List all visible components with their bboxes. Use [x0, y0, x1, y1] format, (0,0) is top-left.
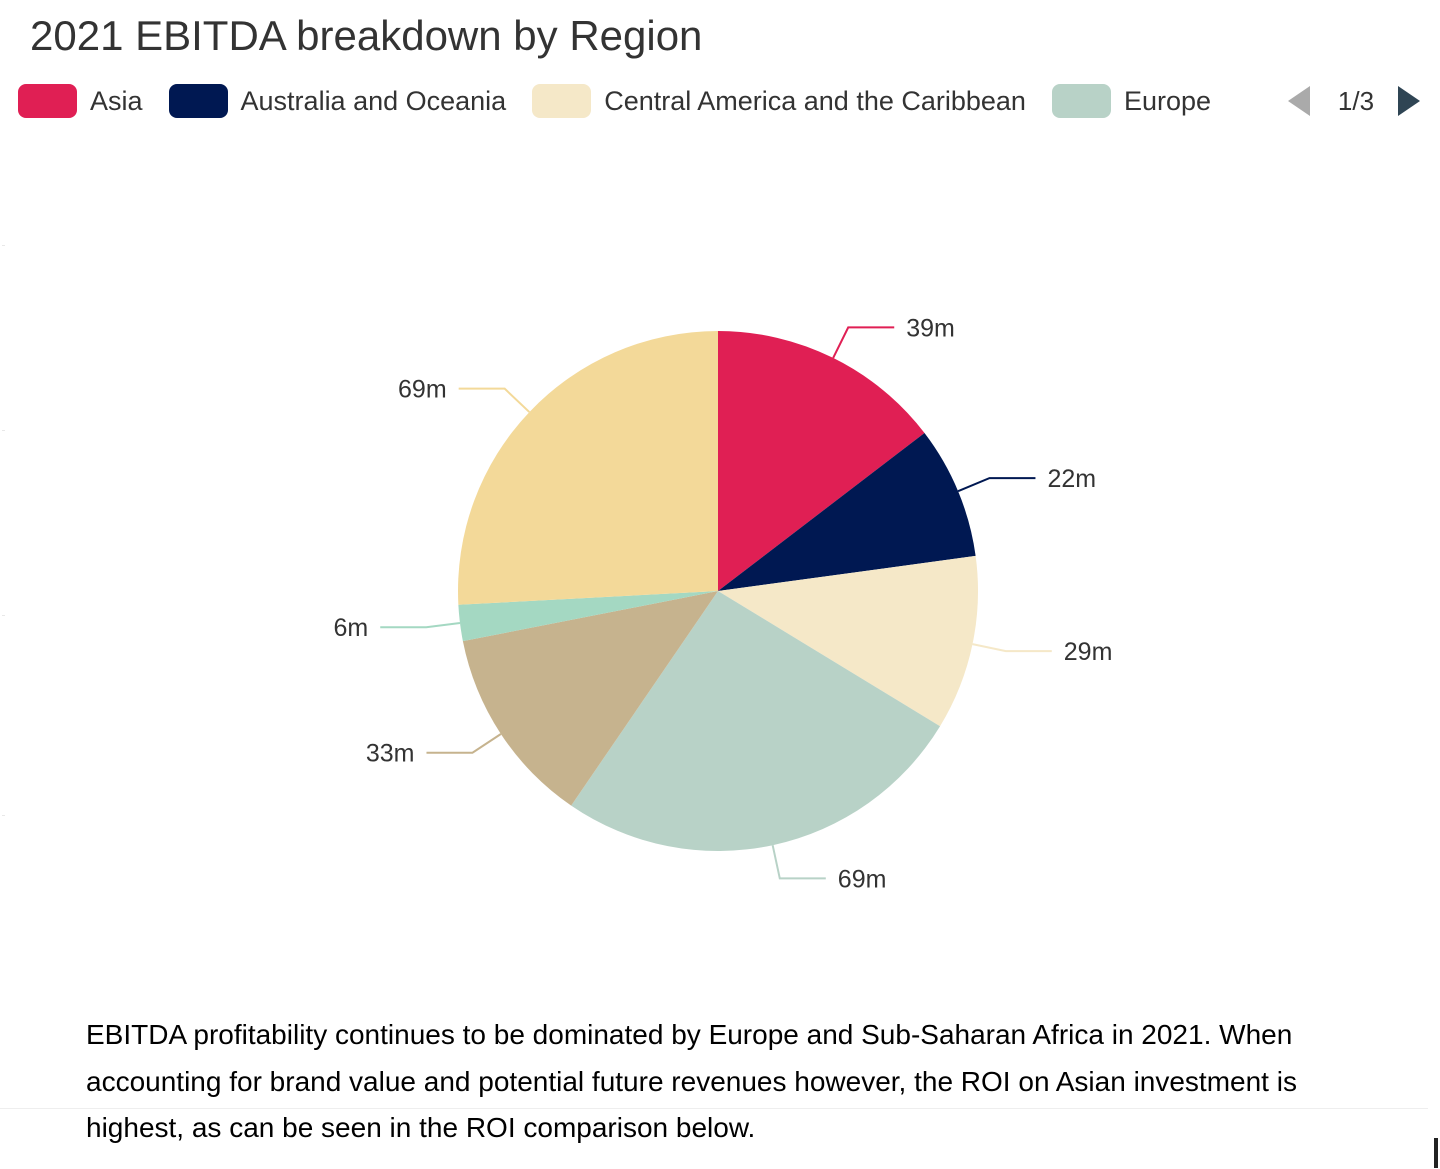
legend-label: Central America and the Caribbean: [604, 85, 1026, 116]
slice-value-label: 39m: [906, 314, 955, 342]
slice-value-label: 69m: [398, 376, 447, 404]
label-leader-line: [972, 643, 1052, 653]
slice-value-label: 33m: [366, 740, 415, 768]
pie-slice[interactable]: [718, 331, 925, 591]
edge-tick: [2, 615, 5, 616]
edge-tick: [2, 245, 5, 246]
label-leader-line: [957, 477, 1036, 493]
legend-label: Europe: [1123, 85, 1212, 116]
legend-prev-button[interactable]: [1284, 84, 1318, 118]
pie-slice[interactable]: [458, 331, 718, 605]
legend-label: Australia and Oceania: [240, 85, 507, 116]
pie-slice[interactable]: [718, 433, 976, 591]
legend-label: Asia: [90, 85, 143, 116]
legend-pager: 1/3: [1284, 82, 1424, 120]
legend-swatch: [1051, 84, 1111, 118]
slice-value-label: 22m: [1047, 465, 1096, 493]
chart-title: 2021 EBITDA breakdown by Region: [30, 12, 703, 59]
legend-item-europe[interactable]: Europe: [1051, 84, 1212, 118]
legend-item-asia[interactable]: Asia: [18, 84, 143, 118]
pie-slice[interactable]: [458, 591, 718, 642]
slice-value-label: 29m: [1064, 638, 1113, 666]
legend-page-indicator: 1/3: [1337, 86, 1375, 116]
pie-slice[interactable]: [462, 591, 718, 806]
legend-swatch: [18, 84, 77, 118]
text-cursor: [1434, 1138, 1438, 1168]
edge-tick: [2, 815, 5, 816]
label-leader-line: [426, 733, 502, 754]
chart-legend: Asia Australia and Oceania Central Ameri…: [18, 83, 1237, 119]
label-leader-line: [771, 844, 826, 880]
edge-tick: [2, 430, 5, 431]
pie-slice[interactable]: [571, 591, 941, 851]
label-leader-line: [458, 387, 531, 413]
label-leader-line: [832, 326, 895, 359]
pie-chart: 39m 22m 29m 69m 33m 6m 69m: [334, 314, 1113, 893]
slice-value-label: 69m: [838, 865, 887, 893]
legend-item-central-america[interactable]: Central America and the Caribbean: [532, 84, 1026, 118]
legend-swatch: [532, 84, 592, 118]
chart-caption: EBITDA profitability continues to be dom…: [86, 1019, 1297, 1143]
pie-slice[interactable]: [718, 555, 978, 727]
triangle-left-icon: [1288, 86, 1310, 116]
legend-next-button[interactable]: [1390, 84, 1424, 118]
triangle-right-icon: [1398, 86, 1420, 116]
chart-panel: 2021 EBITDA breakdown by Region Asia Aus…: [0, 12, 1428, 1143]
label-leader-line: [380, 622, 461, 629]
legend-item-australia-and-oceania[interactable]: Australia and Oceania: [168, 84, 507, 118]
legend-swatch: [168, 84, 228, 118]
slice-value-label: 6m: [334, 614, 369, 642]
